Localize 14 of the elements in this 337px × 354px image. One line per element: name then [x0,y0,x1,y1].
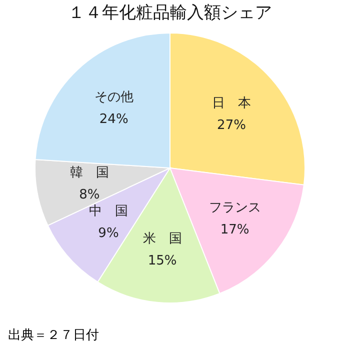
source-note: 出典＝２７日付 [8,327,99,344]
data-label: 17% [220,222,250,238]
slice-label: 韓 国 [70,165,109,180]
slice-label: 中 国 [88,204,128,220]
chart-title: １４年化粧品輸入額シェア [68,3,272,23]
slice-label: 米 国 [142,232,182,247]
slice-label: その他 [94,90,134,106]
slice-label: 日 本 [212,96,252,111]
data-label: 15% [148,254,177,269]
data-label: 8% [79,187,100,202]
data-label: 27% [217,118,246,133]
slice-label: フランス [208,200,261,216]
data-label: 9% [98,226,119,242]
data-label: 24% [99,112,128,128]
